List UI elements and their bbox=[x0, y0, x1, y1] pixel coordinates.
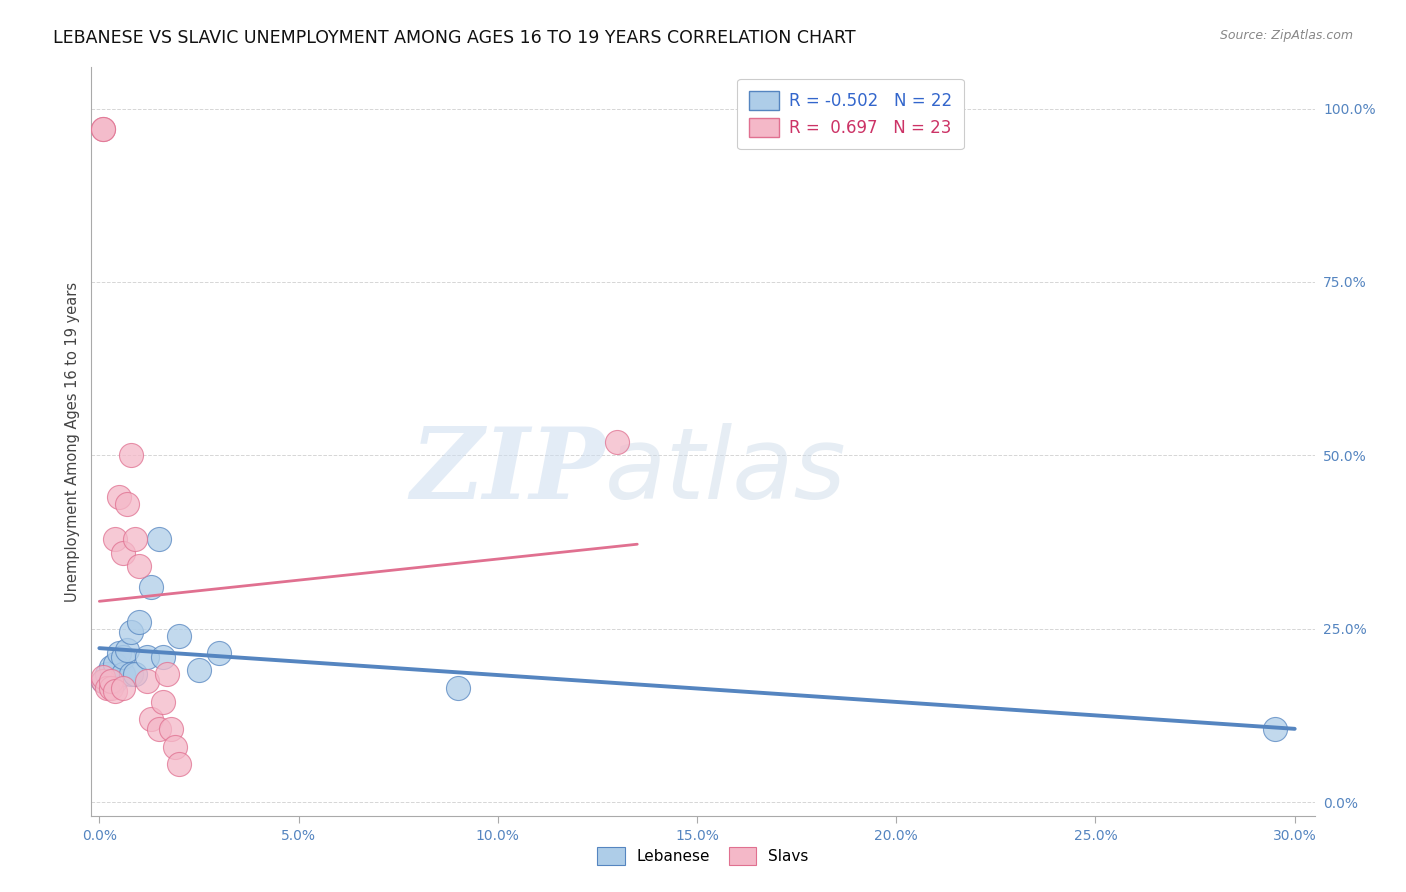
Point bbox=[100, 660, 122, 674]
Point bbox=[117, 642, 139, 657]
Point bbox=[124, 667, 146, 681]
Point bbox=[104, 657, 127, 671]
Point bbox=[208, 646, 231, 660]
Text: ZIP: ZIP bbox=[411, 424, 605, 520]
Point bbox=[148, 532, 170, 546]
Point bbox=[148, 723, 170, 737]
Point bbox=[96, 667, 118, 681]
Point bbox=[188, 664, 211, 678]
Point bbox=[93, 673, 115, 688]
Point bbox=[447, 681, 470, 695]
Point bbox=[93, 673, 115, 688]
Point bbox=[136, 673, 159, 688]
Point bbox=[141, 712, 163, 726]
Point bbox=[156, 667, 179, 681]
Point bbox=[112, 681, 135, 695]
Point bbox=[1264, 723, 1286, 737]
Point bbox=[120, 625, 142, 640]
Point bbox=[167, 629, 190, 643]
Point bbox=[165, 739, 187, 754]
Point bbox=[120, 667, 142, 681]
Point bbox=[136, 649, 159, 664]
Point bbox=[104, 684, 127, 698]
Point bbox=[100, 681, 122, 695]
Point bbox=[96, 681, 118, 695]
Point bbox=[167, 757, 190, 772]
Point bbox=[93, 122, 115, 136]
Point bbox=[160, 723, 183, 737]
Point bbox=[124, 532, 146, 546]
Text: Source: ZipAtlas.com: Source: ZipAtlas.com bbox=[1219, 29, 1353, 42]
Point bbox=[128, 559, 150, 574]
Point bbox=[112, 667, 135, 681]
Text: LEBANESE VS SLAVIC UNEMPLOYMENT AMONG AGES 16 TO 19 YEARS CORRELATION CHART: LEBANESE VS SLAVIC UNEMPLOYMENT AMONG AG… bbox=[53, 29, 856, 46]
Point bbox=[93, 670, 115, 684]
Point bbox=[104, 532, 127, 546]
Point bbox=[152, 649, 174, 664]
Point bbox=[117, 497, 139, 511]
Point bbox=[112, 649, 135, 664]
Point bbox=[108, 646, 131, 660]
Point bbox=[606, 434, 628, 449]
Point bbox=[128, 615, 150, 629]
Point bbox=[93, 122, 115, 136]
Text: atlas: atlas bbox=[605, 423, 846, 520]
Point bbox=[152, 695, 174, 709]
Legend: R = -0.502   N = 22, R =  0.697   N = 23: R = -0.502 N = 22, R = 0.697 N = 23 bbox=[737, 79, 963, 149]
Point bbox=[104, 673, 127, 688]
Point bbox=[120, 449, 142, 463]
Point bbox=[112, 545, 135, 559]
Y-axis label: Unemployment Among Ages 16 to 19 years: Unemployment Among Ages 16 to 19 years bbox=[65, 282, 80, 601]
Legend: Lebanese, Slavs: Lebanese, Slavs bbox=[591, 841, 815, 871]
Point bbox=[108, 490, 131, 504]
Point bbox=[141, 580, 163, 594]
Point bbox=[100, 673, 122, 688]
